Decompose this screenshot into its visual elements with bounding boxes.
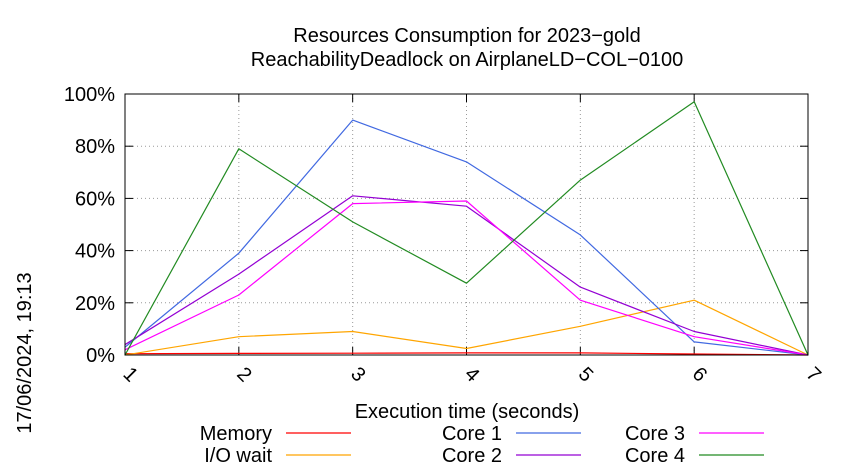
y-tick-label: 0%: [86, 345, 115, 367]
x-tick-label: 2: [232, 363, 255, 386]
x-tick-label: 1: [119, 363, 142, 386]
series-line-core-2: [124, 195, 809, 356]
legend-label-core-1: Core 1: [442, 423, 502, 445]
x-axis-ticks: 1 2 3 4 5 6 7: [119, 94, 825, 386]
x-tick-label: 5: [574, 363, 597, 386]
x-tick-label: 7: [802, 363, 825, 386]
timestamp-label: 17/06/2024, 19:13: [14, 272, 36, 433]
x-tick-label: 3: [346, 363, 369, 386]
series-line-core-3: [124, 200, 809, 356]
y-tick-label: 100%: [64, 84, 115, 106]
series-line-memory: [124, 352, 809, 356]
grid-lines: [125, 94, 808, 355]
series-line-core-4: [124, 101, 809, 356]
legend-label-i-o-wait: I/O wait: [204, 445, 272, 467]
y-tick-label: 20%: [75, 293, 115, 315]
plot-border: [124, 93, 809, 356]
legend-label-memory: Memory: [200, 423, 272, 445]
y-axis-ticks: 0% 20% 40% 60% 80% 100%: [64, 84, 808, 367]
legend-label-core-2: Core 2: [442, 445, 502, 467]
legend-label-core-4: Core 4: [625, 445, 685, 467]
chart-title-line-2: ReachabilityDeadlock on AirplaneLD−COL−0…: [251, 49, 684, 71]
x-tick-label: 6: [688, 363, 711, 386]
series-line-i-o-wait: [124, 299, 809, 356]
legend-label-core-3: Core 3: [625, 423, 685, 445]
x-axis-label: Execution time (seconds): [355, 401, 580, 423]
chart-title-line-1: Resources Consumption for 2023−gold: [293, 25, 640, 47]
series-line-core-1: [124, 119, 809, 356]
y-tick-label: 40%: [75, 241, 115, 263]
y-tick-label: 60%: [75, 188, 115, 210]
x-tick-label: 4: [460, 363, 483, 386]
series-lines: [124, 101, 809, 356]
y-tick-label: 80%: [75, 136, 115, 158]
